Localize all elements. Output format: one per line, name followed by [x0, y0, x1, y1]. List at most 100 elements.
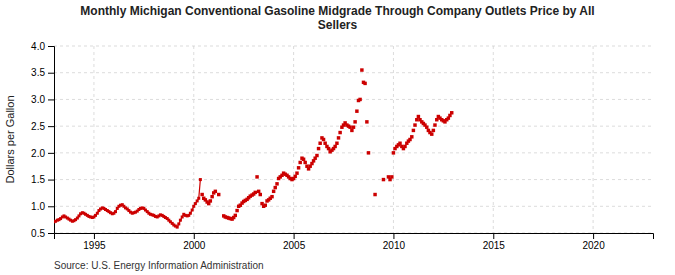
point: [197, 197, 200, 200]
point: [275, 182, 278, 185]
tick: 1995: [83, 233, 106, 251]
point: [392, 151, 395, 154]
point: [196, 199, 199, 202]
point: [433, 123, 436, 126]
tick-mark: [393, 233, 394, 239]
grid-line-x: [593, 46, 594, 233]
grid-line-y: [54, 206, 653, 207]
point: [350, 129, 353, 132]
point: [209, 199, 212, 202]
point: [352, 125, 355, 128]
point: [432, 129, 435, 132]
point: [355, 109, 358, 112]
point: [176, 226, 179, 229]
point: [348, 125, 351, 128]
point: [373, 193, 376, 196]
point: [337, 136, 340, 139]
point: [367, 151, 370, 154]
grid-line-y: [54, 179, 653, 180]
point: [363, 82, 366, 85]
point: [194, 202, 197, 205]
point: [257, 190, 260, 193]
point: [254, 191, 257, 194]
point: [410, 135, 413, 138]
tick: 4.0: [31, 41, 54, 52]
y-axis-title: Dollars per Gallon: [4, 95, 16, 183]
point: [302, 158, 305, 161]
tick-mark: [493, 233, 494, 239]
point: [417, 115, 420, 118]
point: [358, 98, 361, 101]
grid-line-y: [54, 99, 653, 100]
chart-svg: Monthly Michigan Conventional Gasoline M…: [0, 0, 675, 275]
tick-mark: [48, 126, 54, 127]
point: [270, 195, 273, 198]
series-0: [54, 178, 202, 229]
grid-line-x: [293, 46, 294, 233]
tick-label: 1995: [83, 240, 106, 251]
point: [338, 131, 341, 134]
point: [214, 190, 217, 193]
point: [255, 175, 258, 178]
point: [259, 193, 262, 196]
tick-label: 2005: [283, 240, 306, 251]
tick-label: 2.0: [31, 148, 45, 159]
tick: 2010: [383, 233, 406, 251]
chart-container: Monthly Michigan Conventional Gasoline M…: [0, 0, 675, 275]
axis-line: [48, 47, 55, 234]
tick-label: 2020: [582, 240, 605, 251]
point: [181, 215, 184, 218]
grid-line-x: [93, 46, 94, 233]
point: [403, 145, 406, 148]
point: [189, 212, 192, 215]
grid-line-y: [54, 46, 653, 47]
tick: 2005: [283, 233, 306, 251]
point: [435, 118, 438, 121]
marks: [54, 68, 453, 228]
point: [390, 175, 393, 178]
point: [327, 147, 330, 150]
tick: 2.0: [31, 148, 54, 159]
point: [413, 123, 416, 126]
point: [199, 178, 202, 181]
point: [415, 118, 418, 121]
tick-label: 2015: [483, 240, 506, 251]
point: [96, 212, 99, 215]
tick-mark: [294, 233, 295, 239]
point: [234, 214, 237, 217]
point: [360, 68, 363, 71]
grid-line-y: [54, 152, 653, 153]
point: [210, 195, 213, 198]
tick: 3.0: [31, 94, 54, 105]
tick-mark: [593, 233, 594, 239]
point: [425, 125, 428, 128]
plot-area: 1995200020052010201520200.51.01.52.02.53…: [31, 41, 653, 251]
point: [353, 120, 356, 123]
point: [315, 154, 318, 157]
tick-mark: [48, 206, 54, 207]
point: [322, 138, 325, 141]
point: [200, 193, 203, 196]
point: [303, 161, 306, 164]
grid: [54, 46, 653, 233]
tick-label: 3.5: [31, 67, 45, 78]
tick-mark: [94, 233, 95, 239]
tick: 3.5: [31, 67, 54, 78]
source-note: Source: U.S. Energy Information Administ…: [54, 260, 264, 271]
point: [318, 142, 321, 145]
point: [264, 203, 267, 206]
title-line: Sellers: [318, 18, 358, 32]
point: [297, 166, 300, 169]
tick-label: 2000: [183, 240, 206, 251]
title-line: Monthly Michigan Conventional Gasoline M…: [80, 4, 594, 18]
point: [298, 161, 301, 164]
tick: 2015: [483, 233, 506, 251]
tick-label: 1.0: [31, 201, 45, 212]
point: [293, 175, 296, 178]
point: [412, 129, 415, 132]
y-axis: 0.51.01.52.02.53.03.54.0: [31, 41, 54, 239]
tick-mark: [194, 233, 195, 239]
point: [177, 222, 180, 225]
chart-title: Monthly Michigan Conventional Gasoline M…: [80, 4, 594, 32]
grid-line-x: [493, 46, 494, 233]
